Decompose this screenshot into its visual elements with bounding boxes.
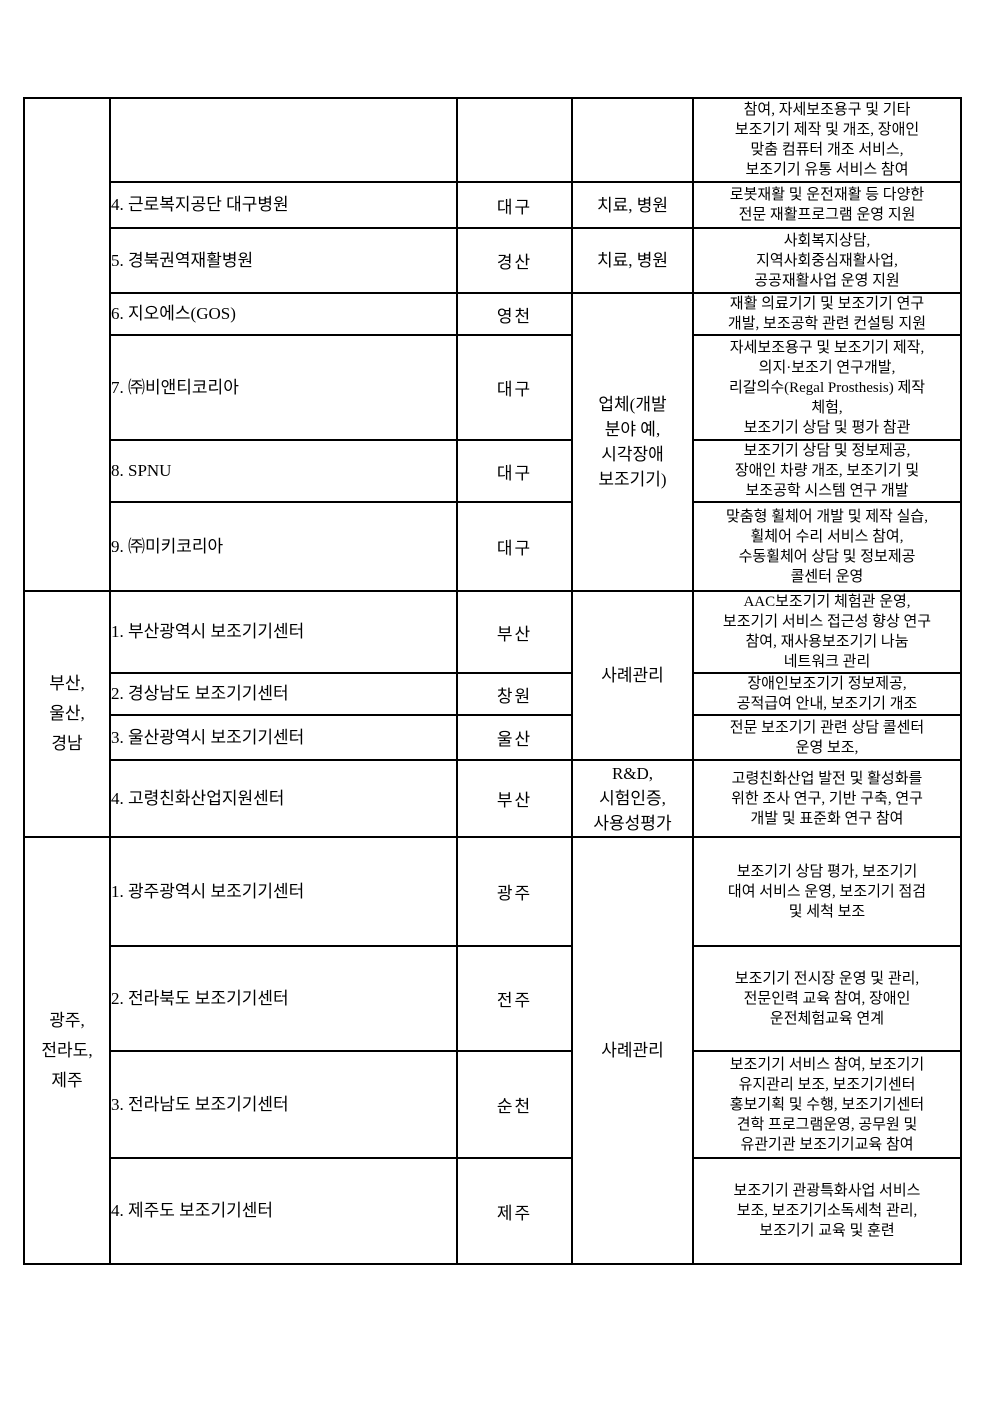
city-cell: 대구 [456, 181, 573, 229]
institution-name-cell: 2. 경상남도 보조기기센터 [109, 672, 458, 716]
institution-name-cell: 1. 광주광역시 보조기기센터 [109, 836, 458, 947]
description-cell: 사회복지상담, 지역사회중심재활사업, 공공재활사업 운영 지원 [692, 227, 962, 294]
description-cell: 맞춤형 휠체어 개발 및 제작 실습, 휠체어 수리 서비스 참여, 수동휠체어… [692, 501, 962, 592]
table-row: 참여, 자세보조용구 및 기타 보조기기 제작 및 개조, 장애인 맞춤 컴퓨터… [23, 97, 962, 592]
table-row: 6. 지오에스(GOS) 영천 업체(개발 분야 예, 시각장애 보조기기) 재… [24, 292, 962, 592]
table-row: 4. 근로복지공단 대구병원 대구 치료, 병원 로봇재활 및 운전재활 등 다… [24, 181, 962, 229]
city-cell: 전주 [456, 945, 573, 1052]
city-cell: 영천 [456, 292, 573, 336]
city-cell: 부산 [456, 590, 573, 674]
description-cell: 자세보조용구 및 보조기기 제작, 의지·보조기 연구개발, 리갈의수(Rega… [692, 334, 962, 441]
category-cell: 치료, 병원 [571, 181, 694, 229]
city-cell: 울산 [456, 714, 573, 761]
category-cell: 업체(개발 분야 예, 시각장애 보조기기) [571, 292, 694, 592]
description-cell: 보조기기 관광특화사업 서비스 보조, 보조기기소독세척 관리, 보조기기 교육… [692, 1157, 962, 1265]
table-row: 4. 제주도 보조기기센터 제주 보조기기 관광특화사업 서비스 보조, 보조기… [24, 1157, 962, 1265]
description-cell: 로봇재활 및 운전재활 등 다양한 전문 재활프로그램 운영 지원 [692, 181, 962, 229]
table-row: 3. 울산광역시 보조기기센터 울산 전문 보조기기 관련 상담 콜센터 운영 … [24, 714, 962, 761]
institution-name-cell: 7. ㈜비앤티코리아 [109, 334, 458, 441]
description-cell: AAC보조기기 체험관 운영, 보조기기 서비스 접근성 향상 연구 참여, 재… [692, 590, 962, 674]
description-cell: 전문 보조기기 관련 상담 콜센터 운영 보조, [692, 714, 962, 761]
institution-name-cell: 2. 전라북도 보조기기센터 [109, 945, 458, 1052]
table-row: 9. ㈜미키코리아 대구 맞춤형 휠체어 개발 및 제작 실습, 휠체어 수리 … [24, 501, 962, 592]
category-cell: 사례관리 [571, 590, 694, 761]
description-cell: 보조기기 전시장 운영 및 관리, 전문인력 교육 참여, 장애인 운전체험교육… [692, 945, 962, 1052]
description-cell: 보조기기 상담 및 정보제공, 장애인 차량 개조, 보조기기 및 보조공학 시… [692, 439, 962, 503]
region-cell [23, 97, 111, 592]
city-cell [456, 97, 573, 183]
description-cell: 보조기기 상담 평가, 보조기기 대여 서비스 운영, 보조기기 점검 및 세척… [692, 836, 962, 947]
institution-name-cell: 1. 부산광역시 보조기기센터 [109, 590, 458, 674]
table-row: 3. 전라남도 보조기기센터 순천 보조기기 서비스 참여, 보조기기 유지관리… [24, 1050, 962, 1159]
city-cell: 대구 [456, 501, 573, 592]
region-cell: 부산, 울산, 경남 [23, 590, 111, 838]
table-row: 5. 경북권역재활병원 경산 치료, 병원 사회복지상담, 지역사회중심재활사업… [24, 227, 962, 294]
city-cell: 대구 [456, 439, 573, 503]
description-cell: 참여, 자세보조용구 및 기타 보조기기 제작 및 개조, 장애인 맞춤 컴퓨터… [692, 97, 962, 183]
city-cell: 경산 [456, 227, 573, 294]
description-cell: 고령친화산업 발전 및 활성화를 위한 조사 연구, 기반 구축, 연구 개발 … [692, 759, 962, 838]
table-row: 7. ㈜비앤티코리아 대구 자세보조용구 및 보조기기 제작, 의지·보조기 연… [24, 334, 962, 441]
table-row: 2. 전라북도 보조기기센터 전주 보조기기 전시장 운영 및 관리, 전문인력… [24, 945, 962, 1052]
city-cell: 부산 [456, 759, 573, 838]
table-row: 2. 경상남도 보조기기센터 창원 장애인보조기기 정보제공, 공적급여 안내,… [24, 672, 962, 716]
description-cell: 재활 의료기기 및 보조기기 연구 개발, 보조공학 관련 컨설팅 지원 [692, 292, 962, 336]
city-cell: 제주 [456, 1157, 573, 1265]
description-cell: 장애인보조기기 정보제공, 공적급여 안내, 보조기기 개조 [692, 672, 962, 716]
table-row: 부산, 울산, 경남 1. 부산광역시 보조기기센터 부산 사례관리 AAC보조… [23, 590, 962, 838]
category-cell: R&D, 시험인증, 사용성평가 [571, 759, 694, 838]
city-cell: 광주 [456, 836, 573, 947]
institution-name-cell: 4. 고령친화산업지원센터 [109, 759, 458, 838]
city-cell: 창원 [456, 672, 573, 716]
institution-name-cell: 6. 지오에스(GOS) [109, 292, 458, 336]
category-cell: 치료, 병원 [571, 227, 694, 294]
institution-name-cell: 3. 울산광역시 보조기기센터 [109, 714, 458, 761]
institution-name-cell: 8. SPNU [109, 439, 458, 503]
table-row: 8. SPNU 대구 보조기기 상담 및 정보제공, 장애인 차량 개조, 보조… [24, 439, 962, 503]
city-cell: 순천 [456, 1050, 573, 1159]
institution-name-cell: 5. 경북권역재활병원 [109, 227, 458, 294]
category-cell: 사례관리 [571, 836, 694, 1265]
institution-name-cell: 4. 근로복지공단 대구병원 [109, 181, 458, 229]
institution-name-cell: 9. ㈜미키코리아 [109, 501, 458, 592]
city-cell: 대구 [456, 334, 573, 441]
description-cell: 보조기기 서비스 참여, 보조기기 유지관리 보조, 보조기기센터 홍보기획 및… [692, 1050, 962, 1159]
category-cell [571, 97, 694, 183]
institution-name-cell: 4. 제주도 보조기기센터 [109, 1157, 458, 1265]
region-cell: 광주, 전라도, 제주 [23, 836, 111, 1265]
assistive-tech-institutions-table: 참여, 자세보조용구 및 기타 보조기기 제작 및 개조, 장애인 맞춤 컴퓨터… [23, 97, 962, 1265]
table-row: 4. 고령친화산업지원센터 부산 R&D, 시험인증, 사용성평가 고령친화산업… [24, 759, 962, 838]
table-row: 광주, 전라도, 제주 1. 광주광역시 보조기기센터 광주 사례관리 보조기기… [23, 836, 962, 1265]
institution-name-cell [109, 97, 458, 183]
institution-name-cell: 3. 전라남도 보조기기센터 [109, 1050, 458, 1159]
